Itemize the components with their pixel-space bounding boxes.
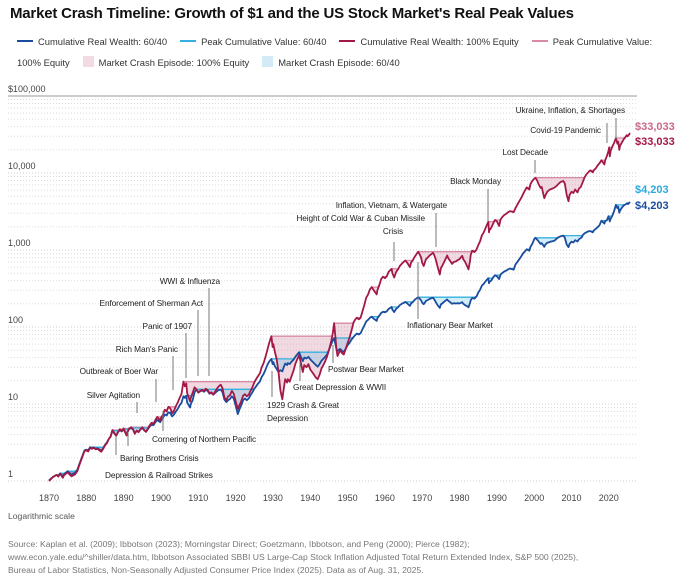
end-value-label: $4,203 [635,200,669,212]
annotation-label: Cornering of Northern Pacific [152,434,256,444]
annotation-label: Outbreak of Boer War [80,366,159,376]
legend-item-label: Cumulative Real Wealth: 100% Equity [360,36,519,47]
annotation-label: Covid-19 Pandemic [530,125,601,135]
legend-line-swatch-icon [339,40,356,42]
legend-item: Peak Cumulative Value: 60/40 [180,36,326,47]
end-value-label: $4,203 [635,184,669,196]
source-line: www.econ.yale.edu/^shiller/data.htm, Ibb… [8,552,579,562]
legend-box-swatch-icon [82,56,94,67]
x-axis-tick-label: 1970 [412,493,432,503]
y-axis-tick-label: 10 [8,392,18,402]
equity-wealth-line [48,132,631,482]
x-axis-tick-label: 1920 [226,493,246,503]
x-axis-tick-label: 1990 [487,493,507,503]
source-note: Source: Kaplan et al. (2009); Ibbotson (… [8,538,678,577]
y-axis-tick-label: 1 [8,469,13,479]
y-axis-tick-label: 10,000 [8,161,36,171]
chart-title: Market Crash Timeline: Growth of $1 and … [10,5,574,22]
annotation-label: WWI & Influenza [160,276,221,286]
x-axis-tick-label: 1910 [188,493,208,503]
x-axis-tick-label: 1890 [114,493,134,503]
legend-item: Peak Cumulative Value: 100% Equity [17,36,652,68]
annotation-label: Rich Man's Panic [116,344,178,354]
x-axis-tick-label: 1940 [300,493,320,503]
annotation-label: Depression & Railroad Strikes [105,470,213,480]
x-axis-tick-label: 1980 [449,493,469,503]
annotation-label: Great Depression & WWII [293,382,386,392]
legend-item-label: Cumulative Real Wealth: 60/40 [38,36,168,47]
x-axis-tick-label: 1960 [375,493,395,503]
legend-line-swatch-icon [531,40,548,42]
x-axis-tick-label: 2000 [524,493,544,503]
x-axis-tick-label: 2020 [599,493,619,503]
legend-item-label: Market Crash Episode: 100% Equity [98,57,250,68]
x-axis-tick-label: 1950 [338,493,358,503]
legend-line-swatch-icon [17,40,33,42]
legend-box-swatch-icon [262,56,274,67]
annotation-label: Lost Decade [503,147,549,157]
annotation-label: Postwar Bear Market [328,364,404,374]
annotation-label: Enforcement of Sherman Act [100,298,204,308]
annotation-label: Height of Cold War & Cuban Missile [296,213,425,223]
annotation-label: 1929 Crash & Great [267,400,340,410]
y-axis-tick-label: 100 [8,315,23,325]
source-line: Source: Kaplan et al. (2009); Ibbotson (… [8,539,470,549]
y-axis-tick-label: 1,000 [8,238,31,248]
legend-item: Market Crash Episode: 60/40 [262,56,400,68]
source-line: Bureau of Labor Statistics, Non-Seasonal… [8,565,424,575]
x-axis-tick-label: 2010 [561,493,581,503]
end-value-label: $33,033 [635,121,675,133]
legend-item-label: Peak Cumulative Value: 100% Equity [17,36,653,68]
annotation-label: Inflationary Bear Market [407,320,493,330]
balanced-crash-fill [49,202,630,481]
legend-item-label: Peak Cumulative Value: 60/40 [201,36,327,47]
x-axis-tick-label: 1880 [76,493,96,503]
log-scale-note: Logarithmic scale [8,511,75,521]
x-axis-tick-label: 1900 [151,493,171,503]
legend-item-label: Market Crash Episode: 60/40 [278,57,400,68]
legend-item: Market Crash Episode: 100% Equity [82,56,250,68]
x-axis-tick-label: 1870 [39,493,59,503]
annotation-label: Black Monday [450,176,502,186]
end-value-label: $33,033 [635,136,675,148]
annotation-label: Panic of 1907 [143,321,193,331]
legend-line-swatch-icon [180,40,197,42]
annotation-label: Crisis [383,226,403,236]
annotation-label: Silver Agitation [87,390,141,400]
legend: Cumulative Real Wealth: 60/40 Peak Cumula… [17,31,667,73]
annotation-label: Depression [267,413,308,423]
annotation-label: Ukraine, Inflation, & Shortages [516,105,625,115]
annotation-label: Inflation, Vietnam, & Watergate [336,200,448,210]
legend-item: Cumulative Real Wealth: 60/40 [17,36,167,47]
annotation-label: Baring Brothers Crisis [120,453,199,463]
legend-item: Cumulative Real Wealth: 100% Equity [339,36,519,47]
x-axis-tick-label: 1930 [263,493,283,503]
y-axis-tick-label: $100,000 [8,84,46,94]
